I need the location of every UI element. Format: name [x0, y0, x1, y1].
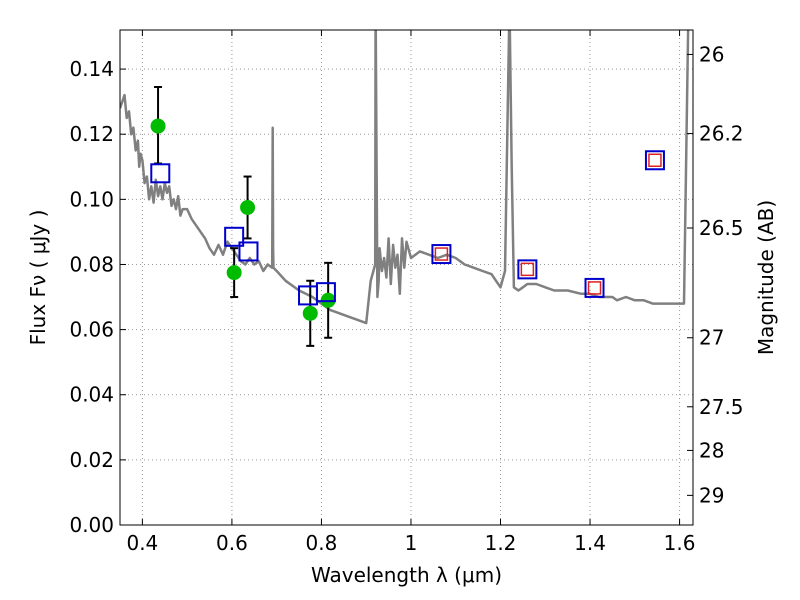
x-tick-label: 1.4: [574, 531, 606, 555]
ticks: [120, 30, 693, 526]
y-axis-label: Flux Fν ( μJy ): [26, 210, 50, 346]
y-tick-label: 0.02: [69, 448, 114, 472]
model-box: [644, 150, 665, 171]
model-box: [224, 226, 245, 247]
y-tick-label: 0.06: [69, 318, 114, 342]
model-box: [517, 259, 538, 280]
x-tick-labels: 0.4 0.6 0.8 1 1.2 1.4 1.6: [126, 531, 695, 555]
x-axis-label: Wavelength λ (μm): [311, 563, 502, 587]
x-tick-label: 0.4: [126, 531, 158, 555]
model-spectrum: [120, 30, 690, 325]
y2-axis-label: Magnitude (AB): [754, 200, 778, 355]
markers: [150, 118, 665, 321]
model-box: [431, 244, 452, 265]
red-box: [520, 262, 535, 277]
y2-tick-label: 26.5: [699, 216, 744, 240]
y2-tick-label: 27: [699, 326, 724, 350]
observed-point: [150, 118, 166, 134]
y-tick-label: 0.14: [69, 57, 114, 81]
y-tick-label: 0.04: [69, 383, 114, 407]
y2-tick-label: 26.2: [699, 122, 744, 146]
red-box: [434, 247, 449, 261]
y-tick-label: 0.00: [69, 513, 114, 537]
model-box: [150, 163, 171, 184]
y-tick-labels: 0.00 0.02 0.04 0.06 0.08 0.10 0.12 0.14: [69, 57, 114, 537]
model-box: [238, 241, 259, 262]
y2-tick-label: 29: [699, 483, 724, 507]
y-tick-label: 0.10: [69, 187, 114, 211]
y2-tick-label: 26: [699, 42, 724, 66]
x-tick-label: 1.6: [664, 531, 696, 555]
red-box: [648, 153, 662, 168]
x-tick-label: 0.6: [216, 531, 248, 555]
model-spectrum-line: [120, 30, 690, 325]
observed-point: [226, 265, 242, 281]
y-tick-label: 0.08: [69, 252, 114, 276]
model-box: [584, 277, 605, 298]
observed-point: [240, 199, 256, 215]
y2-tick-labels: 26 26.2 26.5 27 27.5 28 29: [699, 42, 744, 507]
plot-frame: [119, 29, 694, 526]
x-tick-label: 1: [405, 531, 418, 555]
y2-tick-label: 28: [699, 438, 724, 462]
model-box: [315, 282, 336, 303]
grid: [120, 30, 693, 526]
y2-tick-label: 27.5: [699, 395, 744, 419]
red-box: [587, 281, 602, 295]
observed-point: [302, 305, 318, 321]
y-tick-label: 0.12: [69, 122, 114, 146]
x-tick-label: 0.8: [306, 531, 338, 555]
x-tick-label: 1.2: [485, 531, 517, 555]
